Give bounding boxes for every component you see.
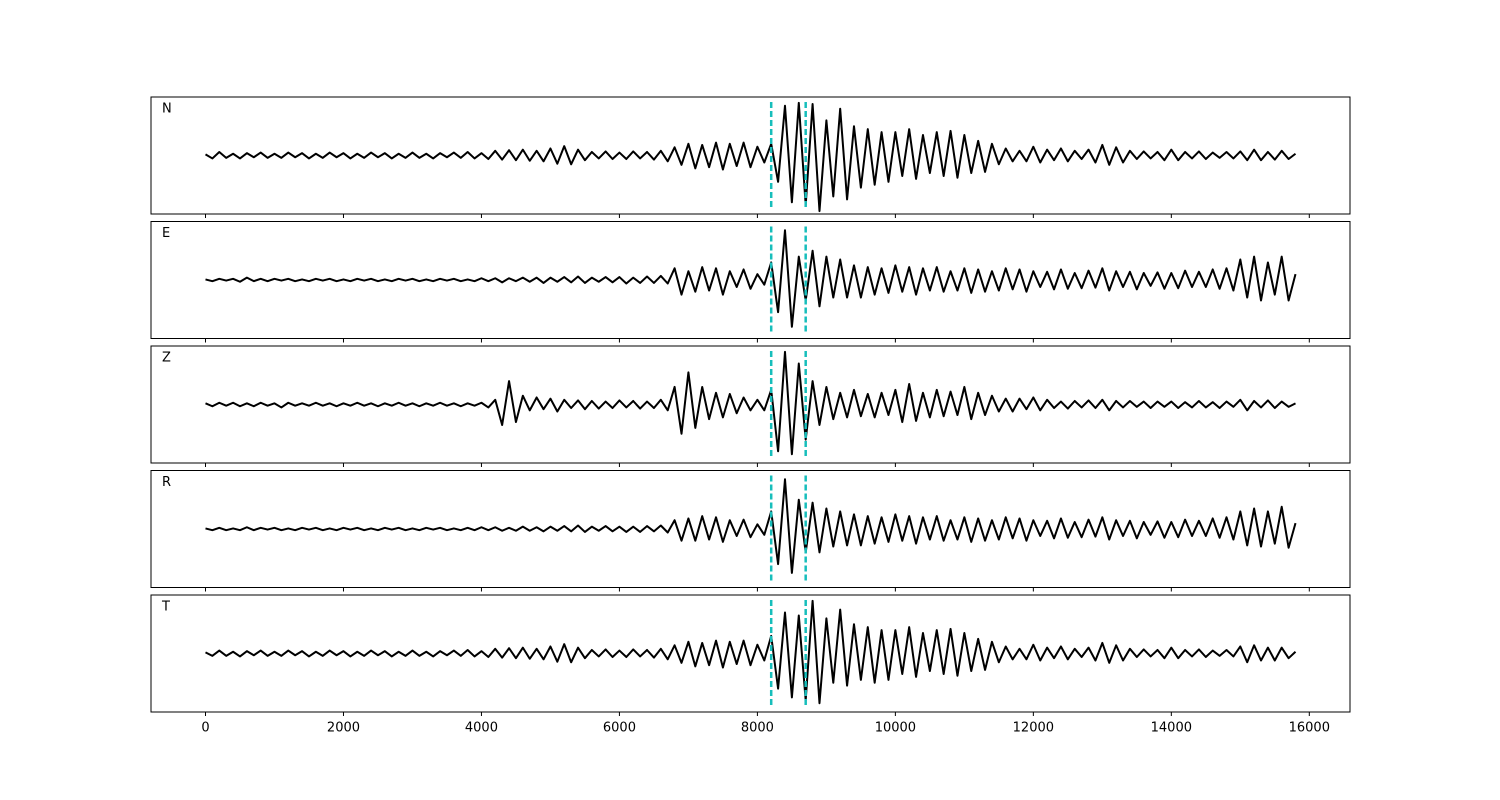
x-tick-label: 12000 [1013, 721, 1054, 736]
panel-frame [150, 221, 1351, 339]
panel-label: N [162, 102, 172, 117]
x-tick-label: 2000 [327, 721, 360, 736]
x-tick-label: 6000 [603, 721, 636, 736]
trace [205, 350, 1296, 456]
panel-frame [150, 96, 1351, 215]
x-tick-label: 4000 [465, 721, 498, 736]
trace [205, 478, 1297, 574]
trace [205, 599, 1297, 705]
x-tick-label: 0 [201, 721, 209, 736]
panel-label: R [162, 475, 171, 490]
panel-frame [150, 470, 1351, 588]
x-tick-label: 8000 [741, 721, 774, 736]
trace [205, 229, 1297, 328]
x-tick-label: 16000 [1289, 721, 1330, 736]
panel-frame [150, 345, 1351, 464]
panel-label: E [162, 226, 170, 241]
x-tick-label: 10000 [875, 721, 916, 736]
panel-frame [150, 594, 1351, 713]
panel-label: Z [162, 351, 171, 366]
trace [204, 101, 1297, 213]
x-tick-label: 14000 [1151, 721, 1192, 736]
panel-label: T [161, 600, 170, 615]
